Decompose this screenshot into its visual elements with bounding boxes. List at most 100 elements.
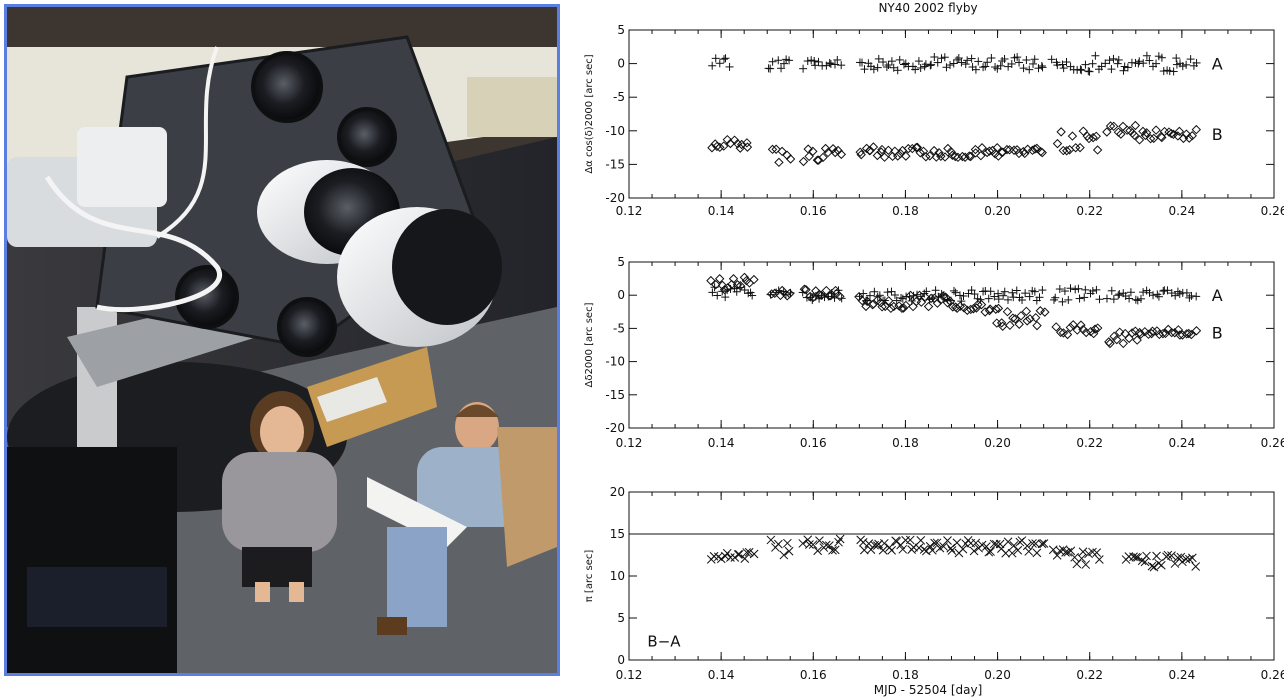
data-point [916, 297, 927, 307]
data-point [1029, 59, 1038, 68]
data-point [785, 154, 796, 164]
data-point [1185, 554, 1194, 564]
data-point [911, 142, 921, 153]
data-point [1088, 59, 1097, 68]
data-point [1081, 285, 1090, 294]
y-tick-label: -5 [613, 321, 625, 335]
data-point [979, 63, 988, 72]
camera-head [77, 127, 167, 207]
cable [44, 175, 222, 313]
data-point [1104, 337, 1114, 347]
data-point [808, 146, 818, 157]
data-point [1021, 306, 1032, 317]
data-point [882, 62, 891, 71]
data-point [706, 275, 716, 286]
data-point [959, 291, 968, 300]
data-point [1091, 131, 1101, 142]
data-point [1126, 288, 1135, 297]
data-point [895, 148, 906, 159]
data-point [967, 54, 976, 63]
data-point [1178, 62, 1187, 71]
data-point [1156, 560, 1166, 570]
data-point [949, 286, 958, 295]
data-point [1141, 128, 1152, 138]
data-point [1070, 143, 1081, 153]
data-point [732, 287, 741, 296]
data-point [835, 534, 845, 544]
data-point [1166, 327, 1177, 338]
data-point [973, 299, 983, 310]
data-point [1060, 287, 1069, 296]
data-point [1124, 333, 1134, 344]
data-point [1140, 326, 1150, 337]
data-point [997, 321, 1008, 331]
data-point [777, 146, 787, 157]
data-point [963, 56, 972, 65]
data-point [1118, 121, 1128, 132]
data-point [1025, 314, 1035, 324]
data-point [951, 288, 960, 297]
data-point [708, 61, 717, 70]
data-point [877, 302, 887, 312]
data-point [1133, 296, 1142, 305]
data-point [1051, 322, 1061, 332]
data-point [884, 61, 893, 70]
data-point [946, 61, 955, 70]
data-point [1167, 551, 1176, 561]
series-label-A: A [1212, 55, 1223, 74]
data-point [946, 146, 956, 157]
data-point [914, 543, 924, 553]
data-point [892, 296, 901, 305]
data-point [878, 545, 888, 555]
data-point [1105, 338, 1115, 349]
data-point [830, 147, 840, 158]
data-point [740, 554, 750, 563]
y-tick-label: 0 [617, 57, 625, 71]
data-point [879, 58, 888, 67]
data-point [923, 301, 934, 312]
data-point [1142, 51, 1151, 60]
data-point [940, 53, 949, 62]
data-point [1088, 132, 1098, 143]
data-point [749, 549, 759, 559]
data-point [858, 538, 868, 547]
data-point [781, 290, 790, 299]
y-tick-label: 0 [617, 288, 625, 302]
data-point [1118, 338, 1129, 349]
data-point [774, 56, 783, 65]
data-point [1007, 59, 1016, 68]
data-point [1056, 127, 1066, 137]
data-point [1000, 287, 1009, 296]
data-point [1188, 553, 1197, 563]
data-point [971, 65, 980, 74]
data-point [814, 289, 824, 300]
data-point [932, 538, 942, 548]
data-point [1092, 548, 1102, 558]
data-point [1025, 292, 1034, 301]
data-point [1149, 562, 1159, 572]
data-point [1031, 539, 1040, 549]
data-point [726, 553, 735, 562]
data-point [1037, 147, 1047, 158]
data-point [1068, 320, 1078, 330]
data-point [856, 149, 866, 160]
data-point [1102, 127, 1112, 137]
data-point [1172, 54, 1181, 63]
data-point [715, 59, 724, 68]
data-point [858, 58, 867, 67]
data-point [1114, 55, 1123, 64]
data-point [925, 151, 935, 161]
data-point [1055, 285, 1064, 294]
data-point [1192, 58, 1201, 67]
data-point [748, 291, 757, 300]
series-B [706, 272, 1202, 349]
data-point [953, 152, 963, 163]
data-point [1055, 546, 1065, 556]
data-point [1168, 129, 1179, 140]
data-point [926, 293, 936, 304]
data-point [1120, 62, 1129, 71]
y-tick-label: -10 [605, 124, 625, 138]
data-point [813, 546, 823, 556]
data-point [984, 294, 993, 303]
x-tick-label: 0.12 [616, 436, 643, 450]
